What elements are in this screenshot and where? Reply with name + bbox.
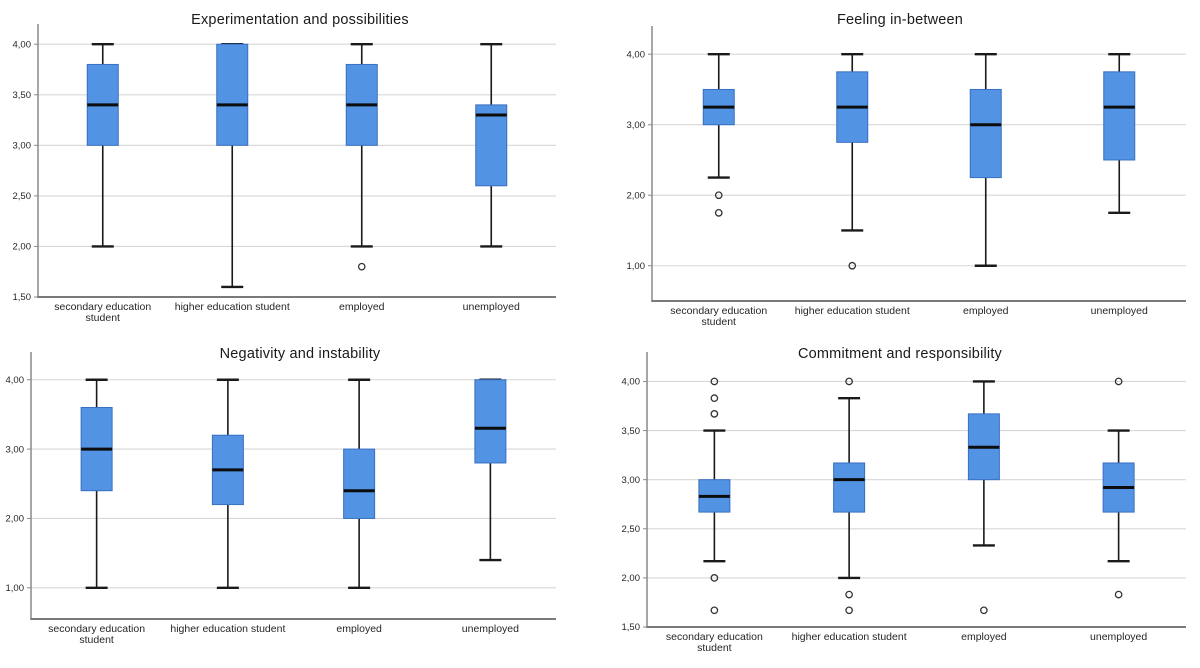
- outlier-point: [710, 394, 719, 403]
- boxplot-4: unemployed: [1090, 377, 1147, 643]
- iqr-box: [343, 448, 376, 519]
- category-label: student: [86, 312, 121, 324]
- boxplot-3: employed: [961, 380, 1007, 643]
- y-axis-tick-label: 2,00: [622, 573, 641, 584]
- category-label: secondary education: [670, 305, 767, 317]
- category-label: higher education student: [170, 623, 285, 635]
- y-axis-tick-label: 2,50: [622, 524, 641, 535]
- outlier-point: [980, 606, 988, 615]
- y-axis-tick-label: 4,00: [627, 49, 646, 60]
- outlier-point: [710, 377, 719, 386]
- category-label: unemployed: [1091, 305, 1148, 317]
- iqr-box: [475, 104, 508, 187]
- iqr-box: [969, 88, 1002, 179]
- iqr-box: [216, 43, 249, 146]
- category-label: employed: [963, 305, 1009, 317]
- category-label: employed: [961, 631, 1007, 643]
- y-axis-tick-label: 4,00: [622, 377, 641, 388]
- iqr-box: [474, 379, 507, 464]
- boxplot-2: higher education student: [175, 43, 290, 313]
- category-label: secondary education: [666, 631, 763, 643]
- boxplot-3: employed: [963, 53, 1009, 317]
- boxplot-3: employed: [336, 378, 382, 635]
- y-axis-tick-label: 3,50: [622, 426, 641, 437]
- category-label: unemployed: [463, 301, 520, 313]
- category-label: student: [702, 316, 737, 328]
- y-axis-tick-label: 2,00: [627, 190, 646, 201]
- chart-title: Experimentation and possibilities: [191, 12, 409, 28]
- chart-commitment-and-responsibility: Commitment and responsibility 4,00 3,50 3,…: [600, 334, 1200, 668]
- outlier-point: [710, 410, 719, 418]
- chart-title: Commitment and responsibility: [797, 346, 1003, 362]
- y-axis-tick-label: 3,50: [13, 90, 32, 101]
- boxplot-canvas: 4,00 3,00 2,00 1,00 secondary educationstude…: [627, 26, 1186, 328]
- y-axis-tick-label: 3,00: [13, 141, 32, 152]
- category-label: secondary education: [48, 623, 145, 635]
- outlier-point: [1114, 590, 1123, 599]
- outlier-point: [848, 261, 857, 270]
- category-label: student: [697, 642, 732, 654]
- boxplot-2: higher education student: [170, 378, 285, 635]
- outlier-point: [357, 262, 366, 271]
- outlier-point: [845, 590, 853, 599]
- y-axis-tick-label: 1,00: [6, 583, 25, 594]
- category-label: employed: [339, 301, 385, 313]
- category-label: higher education student: [792, 631, 907, 643]
- chart-feeling-in-between: Feeling in-between 4,00 3,00 2,00 1,00 secon…: [600, 0, 1200, 334]
- chart-title: Feeling in-between: [836, 12, 964, 28]
- boxplot-4: unemployed: [462, 378, 519, 635]
- category-label: unemployed: [462, 623, 519, 635]
- category-label: unemployed: [1090, 631, 1147, 643]
- outlier-point: [845, 606, 853, 615]
- y-axis-tick-label: 1,50: [622, 622, 641, 633]
- outlier-point: [710, 574, 719, 582]
- y-axis-tick-label: 4,00: [6, 375, 25, 386]
- chart-negativity-and-instability: Negativity and instability 4,00 3,00 2,00 1…: [0, 334, 600, 668]
- outlier-point: [710, 606, 719, 615]
- y-axis-tick-label: 3,00: [622, 475, 641, 486]
- boxplot-2: higher education student: [792, 377, 907, 643]
- chart-experimentation-and-possibilities: Experimentation and possibilities 4,00 3,…: [0, 0, 600, 334]
- boxplot-3: employed: [339, 43, 385, 313]
- iqr-box: [833, 462, 866, 513]
- category-label: higher education student: [175, 301, 290, 313]
- outlier-point: [714, 209, 723, 217]
- category-label: employed: [336, 623, 382, 635]
- chart-title: Negativity and instability: [219, 346, 381, 362]
- category-label: student: [79, 634, 114, 646]
- outlier-point: [845, 377, 853, 386]
- boxplot-canvas: 4,00 3,50 3,00 2,50 2,00 1,50 secondary educat…: [13, 24, 556, 324]
- category-label: secondary education: [54, 301, 151, 313]
- y-axis-tick-label: 1,50: [13, 292, 32, 303]
- iqr-box: [1103, 71, 1136, 161]
- outlier-point: [714, 191, 723, 200]
- boxplot-4: unemployed: [1091, 53, 1148, 317]
- category-label: higher education student: [795, 305, 910, 317]
- y-axis-tick-label: 1,00: [627, 261, 646, 272]
- outlier-point: [1114, 377, 1123, 386]
- y-axis-tick-label: 3,00: [627, 120, 646, 131]
- y-axis-tick-label: 2,00: [13, 242, 32, 253]
- boxplot-canvas: 4,00 3,00 2,00 1,00 secondary educationstude…: [6, 352, 556, 646]
- boxplot-2: higher education student: [795, 53, 910, 317]
- y-axis-tick-label: 2,00: [6, 514, 25, 525]
- y-axis-tick-label: 2,50: [13, 191, 32, 202]
- y-axis-tick-label: 4,00: [13, 39, 32, 50]
- y-axis-tick-label: 3,00: [6, 444, 25, 455]
- boxplot-4: unemployed: [463, 43, 520, 313]
- boxplot-canvas: 4,00 3,50 3,00 2,50 2,00 1,50 secondary educat…: [622, 352, 1186, 654]
